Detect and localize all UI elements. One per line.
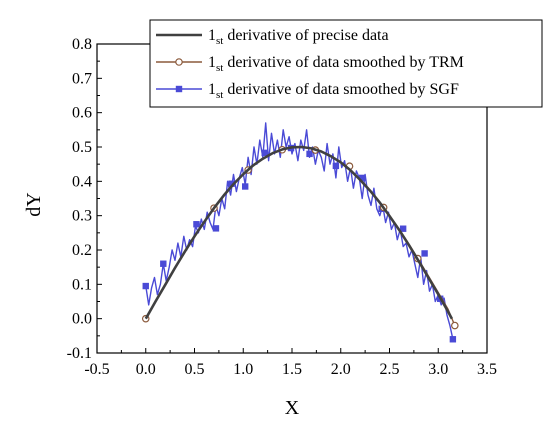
y-tick-label: -0.1 — [67, 345, 92, 362]
sgf-marker — [193, 221, 200, 228]
sgf-marker — [142, 282, 149, 290]
legend-label-subscript: st — [216, 62, 223, 74]
y-tick-label: 0.1 — [72, 276, 92, 293]
sgf-marker — [399, 225, 407, 232]
y-tick-label: 0.2 — [72, 242, 92, 259]
y-tick-label: 0.5 — [72, 139, 92, 156]
sgf-marker — [332, 162, 340, 170]
sgf-marker — [228, 180, 235, 187]
y-tick-label: 0.0 — [72, 311, 92, 328]
legend-box — [149, 19, 543, 108]
legend-label-main: 1 — [208, 27, 216, 44]
sgf-marker — [359, 174, 366, 182]
x-axis-title: X — [285, 397, 300, 419]
legend-label: 1st derivative of data smoothed by SGF — [208, 81, 459, 101]
series-line-1 — [144, 145, 454, 320]
x-tick-label: 0.0 — [136, 361, 156, 378]
y-tick-label: 0.8 — [72, 36, 92, 53]
y-tick-label: 0.7 — [72, 70, 92, 87]
y-axis-title: dY — [23, 192, 45, 216]
trm-marker — [451, 321, 459, 330]
legend-label-rest: derivative of precise data — [223, 27, 388, 44]
y-axis-ticks: -0.1 0.0 0.1 0.2 0.3 0.4 0.5 0.6 0.7 0.8 — [67, 36, 102, 362]
series-line-3 — [145, 122, 454, 340]
legend-marker-square — [175, 85, 183, 93]
y-tick-label: 0.6 — [72, 105, 92, 122]
x-tick-label: 1.0 — [233, 361, 253, 378]
series-layer — [141, 122, 459, 343]
legend-label: 1st derivative of data smoothed by TRM — [208, 54, 464, 74]
y-tick-label: 0.4 — [72, 173, 92, 190]
legend-label-rest: derivative of data smoothed by TRM — [223, 54, 464, 71]
sgf-marker — [306, 150, 313, 158]
legend-label: 1st derivative of precise data — [208, 27, 389, 47]
sgf-marker — [212, 225, 220, 232]
x-tick-label: 1.5 — [282, 361, 302, 378]
sgf-marker — [421, 250, 428, 257]
legend-marker-circle — [175, 58, 183, 66]
sgf-marker — [449, 336, 457, 343]
sgf-marker — [261, 149, 268, 157]
x-tick-label: -0.5 — [84, 361, 109, 378]
x-tick-label: 3.0 — [428, 361, 448, 378]
x-axis-ticks: -0.5 0.0 0.5 1.0 1.5 2.0 2.5 3.0 3.5 — [84, 348, 497, 378]
legend-label-main: 1 — [208, 54, 216, 71]
sgf-marker — [242, 183, 249, 190]
x-tick-label: 3.5 — [477, 361, 497, 378]
legend-label-subscript: st — [216, 35, 223, 47]
sgf-marker — [160, 260, 167, 267]
series-line-2 — [145, 146, 456, 326]
x-tick-label: 0.5 — [185, 361, 205, 378]
y-tick-label: 0.3 — [72, 208, 92, 225]
legend-label-rest: derivative of data smoothed by SGF — [223, 81, 459, 98]
legend-label-subscript: st — [216, 89, 223, 101]
legend-label-main: 1 — [208, 81, 216, 98]
x-tick-label: 2.0 — [331, 361, 351, 378]
x-tick-label: 2.5 — [380, 361, 400, 378]
